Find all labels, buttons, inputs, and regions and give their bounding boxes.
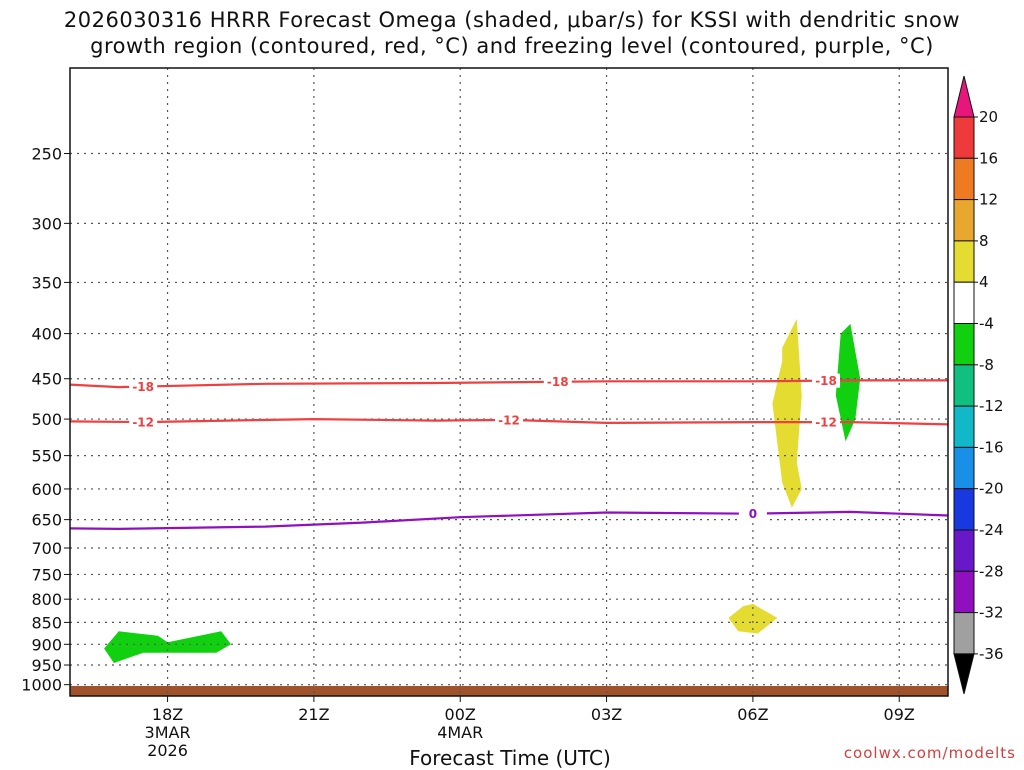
colorbar-label: -8 [979,356,994,374]
colorbar-label: -28 [979,562,1004,580]
colorbar-label: -24 [979,521,1004,539]
y-tick-label: 250 [31,144,62,163]
colorbar-label: -32 [979,604,1004,622]
colorbar-swatch [953,364,975,407]
x-tick-label: 06Z [737,705,768,724]
colorbar-swatch [953,323,975,366]
colorbar-swatch [953,612,975,655]
contour-label-bg [495,412,523,427]
contour-label-bg [812,415,841,430]
contour-label: 0 [749,507,757,521]
terrain-strip [70,686,948,696]
x-tick-year: 2026 [147,741,188,760]
contour-label: -12 [498,413,520,427]
colorbar-label: 12 [979,191,998,209]
omega-region [728,603,778,634]
chart-title-line-2: growth region (contoured, red, °C) and f… [90,34,934,58]
x-tick-date: 4MAR [437,723,483,742]
x-tick-label: 03Z [591,705,622,724]
y-tick-label: 900 [31,635,62,654]
y-tick-label: 450 [31,370,62,389]
contour-line [69,510,949,531]
contour-label: -18 [547,375,569,389]
y-tick-label: 750 [31,565,62,584]
colorbar-label: -36 [979,645,1004,663]
y-tick-label: 1000 [21,676,62,695]
colorbar-swatch [953,240,975,283]
y-tick-label: 500 [31,410,62,429]
contour-label-bg [812,373,841,388]
x-tick-label: 18Z [152,705,183,724]
x-tick-label: 09Z [884,705,915,724]
colorbar-swatch [953,199,975,242]
contour-label: -18 [815,374,837,388]
colorbar-swatch [953,488,975,531]
credit-link[interactable]: coolwx.com/modelts [843,744,1016,762]
colorbar-label: -16 [979,438,1004,456]
colorbar-swatch [953,157,975,201]
colorbar-label: 4 [979,273,989,291]
colorbar-swatch [953,570,975,614]
colorbar-top-triangle [953,75,975,118]
x-axis-label: Forecast Time (UTC) [409,746,611,770]
colorbar-swatch [953,116,975,159]
y-tick-label: 700 [31,539,62,558]
contour-label-bg [543,374,572,389]
contour-label-bg [129,415,158,430]
contour-label: -12 [815,416,837,430]
y-tick-label: 400 [31,325,62,344]
y-tick-label: 800 [31,590,62,609]
colorbar-label: 8 [979,232,989,250]
omega-region [772,318,802,508]
y-tick-label: 550 [31,447,62,466]
colorbar-label: 16 [979,149,998,167]
colorbar-label: -20 [979,480,1004,498]
x-tick-date: 3MAR [145,723,191,742]
contour-label: -18 [132,380,154,394]
contour-label: -12 [132,416,154,430]
x-tick-label: 21Z [298,705,329,724]
omega-region [835,323,861,442]
y-tick-label: 300 [31,214,62,233]
colorbar-swatch [953,405,975,448]
y-tick-label: 650 [31,511,62,530]
colorbar-label: -12 [979,397,1004,415]
contour-label-bg [129,379,158,394]
plot-frame [69,67,949,697]
colorbar-label: 20 [979,108,998,126]
colorbar-label: -4 [979,315,994,333]
omega-region [104,631,231,663]
contour-label-bg [738,506,767,521]
colorbar-bottom-triangle [953,653,975,695]
colorbar-swatch [953,446,975,490]
colorbar-swatch [953,529,975,572]
y-tick-label: 350 [31,273,62,292]
colorbar-swatch [953,281,975,325]
y-tick-label: 600 [31,480,62,499]
chart-title-line-1: 2026030316 HRRR Forecast Omega (shaded, … [63,8,961,32]
x-tick-label: 00Z [445,705,476,724]
y-tick-label: 950 [31,656,62,675]
y-tick-label: 850 [31,613,62,632]
